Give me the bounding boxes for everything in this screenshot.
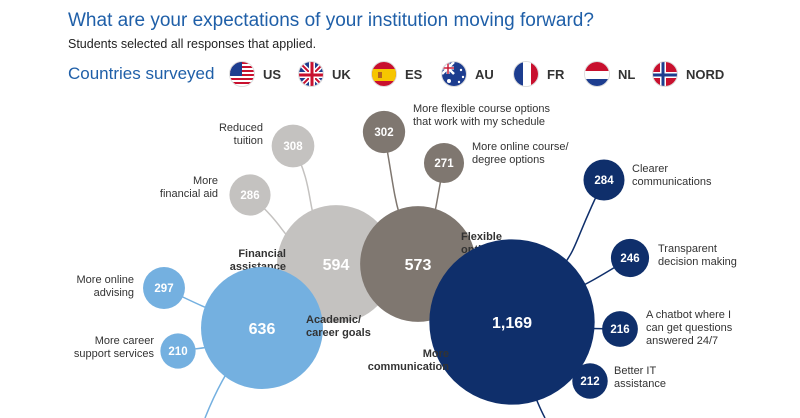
child-value-2-1: 210 bbox=[168, 346, 187, 358]
country-code-us: US bbox=[263, 66, 282, 82]
main-label-2: Academic/career goals bbox=[306, 314, 371, 339]
us-flag-icon bbox=[229, 61, 255, 87]
au-flag-icon bbox=[441, 61, 467, 87]
child-bubble-0-0 bbox=[271, 124, 315, 168]
countries-surveyed-label: Countries surveyed bbox=[68, 64, 215, 83]
main-value-0: 594 bbox=[323, 257, 350, 274]
child-bubble-3-3 bbox=[572, 363, 608, 399]
fr-flag-icon bbox=[513, 61, 539, 87]
child-label-3-0: Clearer communications bbox=[632, 163, 712, 188]
nord-flag-icon bbox=[652, 61, 678, 87]
country-au: AU bbox=[441, 61, 494, 87]
child-label-3-3-line: assistance bbox=[614, 378, 666, 390]
country-nl: NL bbox=[584, 61, 635, 87]
child-label-2-0: More online advising bbox=[77, 274, 134, 299]
child-label-2-1-line: More career bbox=[95, 335, 155, 347]
child-bubble-2-0 bbox=[143, 267, 185, 309]
child-label-1-0-line: that work with my schedule bbox=[413, 116, 545, 128]
child-bubble-1-0 bbox=[362, 110, 406, 154]
child-value-0-0: 308 bbox=[283, 141, 303, 153]
child-value-0-1: 286 bbox=[240, 190, 259, 202]
child-value-3-3: 212 bbox=[580, 376, 599, 388]
child-label-1-0: More flexible course options that work wi… bbox=[413, 103, 550, 128]
country-es: ES bbox=[371, 61, 422, 87]
child-label-3-1-line: decision making bbox=[658, 256, 737, 268]
child-bubble-3-2 bbox=[602, 311, 638, 347]
country-code-fr: FR bbox=[547, 66, 565, 82]
country-code-uk: UK bbox=[332, 66, 351, 82]
child-label-3-0-line: Clearer bbox=[632, 163, 668, 175]
child-value-3-1: 246 bbox=[620, 253, 639, 265]
country-fr: FR bbox=[513, 61, 564, 87]
child-label-2-0-line: More online bbox=[77, 274, 134, 286]
chart-subtitle: Students selected all responses that app… bbox=[68, 37, 317, 51]
country-code-nl: NL bbox=[618, 66, 636, 82]
child-value-2-0: 297 bbox=[154, 283, 173, 295]
child-label-1-1-line: More online course/ bbox=[472, 141, 570, 153]
child-label-2-0-line: advising bbox=[94, 287, 134, 299]
country-us: US bbox=[229, 61, 281, 87]
child-bubble-2-1 bbox=[160, 333, 196, 369]
child-label-0-0-line: Reduced bbox=[219, 122, 263, 134]
child-label-3-0-line: communications bbox=[632, 176, 712, 188]
child-label-1-1: More online course/degree options bbox=[472, 141, 570, 166]
main-label-2-line: Academic/ bbox=[306, 314, 361, 326]
child-label-3-2-line: answered 24/7 bbox=[646, 335, 718, 347]
child-bubble-1-1 bbox=[423, 142, 465, 184]
child-label-0-1-line: More bbox=[193, 175, 218, 187]
main-label-0-line: Financial bbox=[238, 248, 286, 260]
country-code-au: AU bbox=[475, 66, 494, 82]
child-label-1-0-line: More flexible course options bbox=[413, 103, 550, 115]
child-label-3-1-line: Transparent bbox=[658, 243, 717, 255]
main-label-2-line: career goals bbox=[306, 327, 371, 339]
es-flag-icon bbox=[371, 61, 397, 87]
child-label-0-1-line: financial aid bbox=[160, 188, 218, 200]
main-bubble-2 bbox=[201, 267, 323, 389]
child-value-3-0: 284 bbox=[594, 175, 614, 187]
child-value-1-0: 302 bbox=[374, 127, 393, 139]
child-label-2-1-line: support services bbox=[74, 348, 155, 360]
country-uk: UK bbox=[298, 61, 351, 87]
child-label-3-1: Transparent decision making bbox=[658, 243, 737, 268]
child-bubble-3-1 bbox=[610, 238, 650, 278]
child-label-3-3: Better IT assistance bbox=[614, 365, 666, 390]
country-nord: NORD bbox=[652, 61, 724, 87]
country-code-es: ES bbox=[405, 66, 423, 82]
main-label-3: More communication bbox=[368, 348, 450, 373]
main-bubble-3 bbox=[429, 239, 595, 405]
nl-flag-icon bbox=[584, 61, 610, 87]
chart-title: What are your expectations of your insti… bbox=[68, 10, 594, 31]
main-label-3-line: communication bbox=[368, 361, 450, 373]
main-label-3-line: More bbox=[423, 348, 449, 360]
child-label-3-3-line: Better IT bbox=[614, 365, 656, 377]
child-label-0-1: More financial aid bbox=[160, 175, 218, 200]
main-label-1-line: Flexible bbox=[461, 231, 502, 243]
child-label-3-2-line: can get questions bbox=[646, 322, 733, 334]
child-label-0-0-line: tuition bbox=[234, 135, 263, 147]
child-label-1-1-line: degree options bbox=[472, 154, 545, 166]
child-value-1-1: 271 bbox=[434, 158, 454, 170]
main-value-3: 1,169 bbox=[492, 315, 532, 332]
main-value-1: 573 bbox=[405, 257, 432, 274]
child-label-0-0: Reduced tuition bbox=[219, 122, 263, 147]
child-value-3-2: 216 bbox=[610, 324, 629, 336]
child-bubble-3-0 bbox=[583, 159, 625, 201]
child-label-2-1: More career support services bbox=[74, 335, 155, 360]
child-bubble-0-1 bbox=[229, 174, 271, 216]
main-value-2: 636 bbox=[249, 321, 276, 338]
child-label-3-2-line: A chatbot where I bbox=[646, 309, 731, 321]
country-code-nord: NORD bbox=[686, 66, 725, 82]
